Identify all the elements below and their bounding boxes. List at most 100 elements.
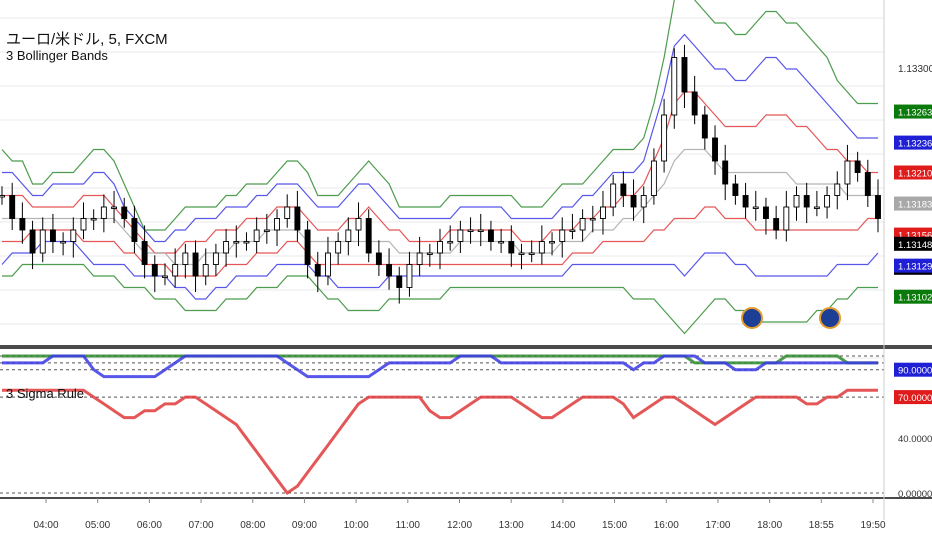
price-label-box	[894, 104, 932, 119]
candle-body	[691, 91, 698, 116]
band-1	[2, 33, 878, 243]
candle-body	[487, 229, 494, 242]
candle-body	[834, 183, 841, 196]
price-candles	[0, 44, 881, 304]
flag-icon	[741, 307, 763, 329]
candle-body	[518, 252, 525, 255]
candle-body	[864, 172, 871, 196]
candle-body	[600, 206, 606, 219]
candle-body	[671, 57, 678, 116]
candle-body	[335, 241, 342, 254]
flag-icon	[819, 307, 841, 329]
bollinger-bands	[1, 0, 879, 335]
candle-body	[813, 206, 820, 209]
candle-body	[70, 229, 77, 242]
candle-body	[640, 195, 647, 208]
price-label-box	[894, 165, 932, 180]
candle-body	[875, 195, 881, 219]
candle-body	[426, 252, 433, 255]
time-tick-label: 11:00	[396, 520, 421, 531]
level-tick: 70.00000	[898, 393, 932, 404]
time-tick-label: 18:55	[809, 520, 834, 531]
level-tick: 0.00000	[898, 489, 932, 500]
sigma-line-0	[2, 354, 878, 365]
candle-body	[559, 229, 566, 242]
candle-body	[39, 229, 46, 254]
candle-body	[294, 206, 301, 231]
candle-body	[712, 137, 718, 162]
candle-body	[589, 218, 596, 221]
time-tick-label: 18:00	[757, 520, 782, 531]
candle-body	[416, 252, 423, 265]
price-pane-grid	[0, 17, 884, 359]
candle-body	[29, 229, 36, 254]
time-tick-label: 05:00	[85, 520, 110, 531]
candle-body	[355, 218, 362, 231]
pane-divider[interactable]	[0, 345, 932, 499]
candle-body	[386, 264, 393, 277]
time-tick-label: 10:00	[344, 520, 369, 531]
price-label-text: 1.13210	[898, 169, 932, 180]
candle-body	[569, 229, 576, 232]
candle-body	[202, 264, 209, 277]
price-label-box	[894, 236, 932, 251]
price-label-text: 1.13236	[898, 139, 932, 150]
candle-body	[477, 229, 484, 232]
candle-body	[406, 264, 413, 288]
candle-body	[722, 160, 729, 185]
candle-body	[528, 252, 535, 255]
candle-body	[498, 241, 505, 244]
time-axis[interactable]: 04:00 05:00 06:00 07:00 08:00 09:00 10:00 11:00…	[33, 498, 886, 531]
level-tick: 40.00000	[898, 434, 932, 445]
candle-body	[854, 160, 861, 173]
candle-body	[162, 275, 168, 278]
price-label-text: 1.13129	[898, 262, 932, 273]
candle-body	[396, 275, 403, 288]
candle-body	[437, 241, 443, 254]
candle-body	[610, 183, 617, 208]
candle-body	[447, 241, 454, 244]
price-label-text: 1.13148	[898, 240, 932, 251]
candle-body	[151, 264, 158, 277]
candle-body	[325, 252, 331, 277]
candle-body	[661, 114, 668, 162]
candle-body	[752, 206, 759, 209]
candle-body	[793, 195, 800, 208]
candle-body	[803, 195, 810, 208]
time-tick-label: 04:00	[33, 520, 58, 531]
candle-body	[732, 183, 739, 196]
price-label-box	[894, 258, 932, 273]
candle-body	[111, 206, 117, 209]
candle-body	[508, 241, 515, 254]
level-label-box	[894, 362, 932, 377]
candle-body	[80, 218, 87, 231]
candle-body	[457, 229, 464, 242]
candle-body	[9, 195, 16, 219]
lower-indicator-label: 3 Sigma Rule	[6, 386, 85, 401]
candle-body	[304, 229, 311, 265]
price-axis[interactable]: 1.13300 1.13263 1.13236 1.13210 1.13183 1.131…	[883, 0, 932, 520]
price-label-box	[894, 289, 932, 304]
candle-body	[538, 241, 545, 254]
candle-body	[763, 206, 769, 219]
candle-body	[742, 195, 749, 208]
candle-body	[19, 218, 26, 231]
candle-body	[212, 252, 219, 265]
time-tick-label: 12:00	[447, 520, 472, 531]
band-6	[2, 263, 878, 335]
candle-body	[90, 218, 97, 221]
time-tick-label: 08:00	[240, 520, 265, 531]
candle-body	[274, 218, 280, 231]
candle-body	[365, 218, 372, 254]
candle-body	[100, 206, 107, 219]
sigma-line-2	[2, 388, 878, 496]
candle-body	[314, 264, 321, 277]
candle-body	[223, 241, 230, 254]
band-0	[1, 0, 878, 231]
symbol-title: ユーロ/米ドル, 5, FXCM	[6, 31, 168, 48]
candle-body	[49, 229, 56, 242]
time-tick-label: 19:50	[860, 520, 885, 531]
candle-body	[773, 218, 780, 231]
candle-body	[681, 57, 688, 93]
candle-body	[131, 218, 138, 242]
